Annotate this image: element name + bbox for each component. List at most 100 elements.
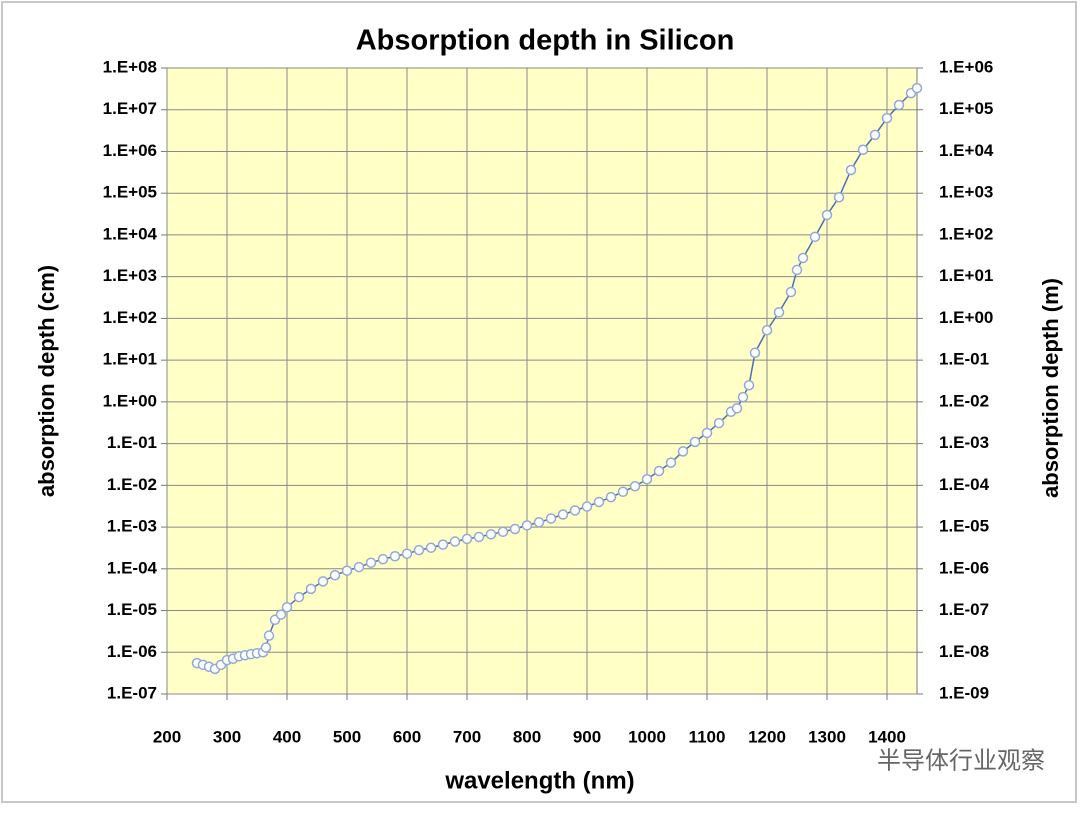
data-point [791,264,803,276]
data-point [713,417,725,429]
x-tick-label: 1400 [868,727,906,746]
data-point [377,553,389,565]
y-tick-label: 1.E-01 [107,433,157,452]
data-point [281,601,293,613]
data-point [260,642,272,653]
y2-axis-title: absorption depth (m) [1038,278,1063,498]
data-point [485,529,497,540]
y-tick-label: 1.E+07 [103,99,157,118]
y-tick-label: 1.E-07 [107,683,157,702]
data-point [509,523,521,535]
data-point [545,513,557,524]
data-point [743,380,755,391]
y2-tick-label: 1.E+01 [939,266,993,285]
y2-tick-label: 1.E+00 [939,308,993,327]
data-point [389,550,401,562]
data-point [653,465,665,477]
y-tick-label: 1.E+00 [103,391,157,410]
x-tick-label: 500 [333,727,361,746]
data-point [731,403,743,414]
x-tick-label: 300 [213,727,241,746]
x-tick-label: 400 [273,727,301,746]
y-tick-label: 1.E+03 [103,266,157,285]
y2-tick-label: 1.E-09 [939,683,989,702]
y2-tick-label: 1.E-02 [939,391,989,410]
y2-tick-label: 1.E-01 [939,350,989,369]
x-tick-label: 1100 [689,727,726,746]
data-point [629,481,641,492]
data-point [293,591,305,603]
data-point [821,209,833,221]
data-point [833,191,845,203]
data-point [329,570,341,581]
data-point [449,536,461,547]
data-point [425,542,437,553]
x-tick-label: 600 [393,727,421,746]
data-point [533,517,545,528]
data-point [581,501,593,512]
data-point [797,252,809,264]
y-tick-label: 1.E+05 [103,183,157,202]
y-tick-label: 1.E+06 [103,141,157,160]
data-point [353,561,365,573]
data-point [785,286,797,298]
y2-tick-label: 1.E-04 [939,475,990,494]
data-point [461,533,473,545]
y-tick-label: 1.E+08 [103,57,157,76]
y2-tick-label: 1.E+03 [939,183,993,202]
y-tick-label: 1.E+04 [103,224,158,243]
y-tick-label: 1.E+01 [103,350,157,369]
data-point [365,557,377,568]
y2-tick-label: 1.E-07 [939,600,989,619]
data-point [677,446,689,457]
y2-tick-label: 1.E-06 [939,558,989,577]
y-tick-label: 1.E-03 [107,517,157,536]
data-point [857,144,869,155]
data-point [911,82,923,94]
y2-tick-label: 1.E+02 [939,224,993,243]
x-axis-title: wavelength (nm) [444,767,634,794]
data-point [317,576,329,587]
data-point [263,630,275,641]
x-tick-label: 800 [513,727,541,746]
y-tick-label: 1.E+02 [103,308,157,327]
data-point [737,391,749,403]
data-point [641,473,653,485]
data-point [593,496,605,508]
x-tick-label: 1000 [628,727,666,746]
x-tick-label: 900 [573,727,601,746]
data-point [437,539,449,550]
data-point [869,129,881,141]
data-point [413,544,425,556]
data-point [689,436,701,448]
watermark: 半导体行业观察 [877,747,1045,774]
chart-title: Absorption depth in Silicon [356,25,735,57]
data-point [701,427,713,439]
data-point [341,565,353,576]
data-point [773,307,785,318]
y2-tick-label: 1.E-03 [939,433,989,452]
y-tick-label: 1.E-06 [107,642,157,661]
data-point [845,164,857,176]
y-tick-label: 1.E-02 [107,475,157,494]
y2-tick-label: 1.E+06 [939,57,993,76]
data-point [275,609,287,620]
data-point [749,347,761,359]
data-point [881,112,893,124]
y2-tick-label: 1.E-08 [939,642,989,661]
data-point [893,99,905,111]
data-point [497,526,509,538]
data-point [761,325,773,336]
data-point [665,457,677,468]
data-point [473,531,485,543]
x-tick-label: 700 [453,727,481,746]
data-point [401,548,413,559]
plot-area [166,67,918,695]
y-axis-title: absorption depth (cm) [34,265,59,497]
y-tick-label: 1.E-04 [107,558,158,577]
y2-tick-label: 1.E+04 [939,141,994,160]
data-point [617,486,629,498]
data-point [605,491,617,503]
